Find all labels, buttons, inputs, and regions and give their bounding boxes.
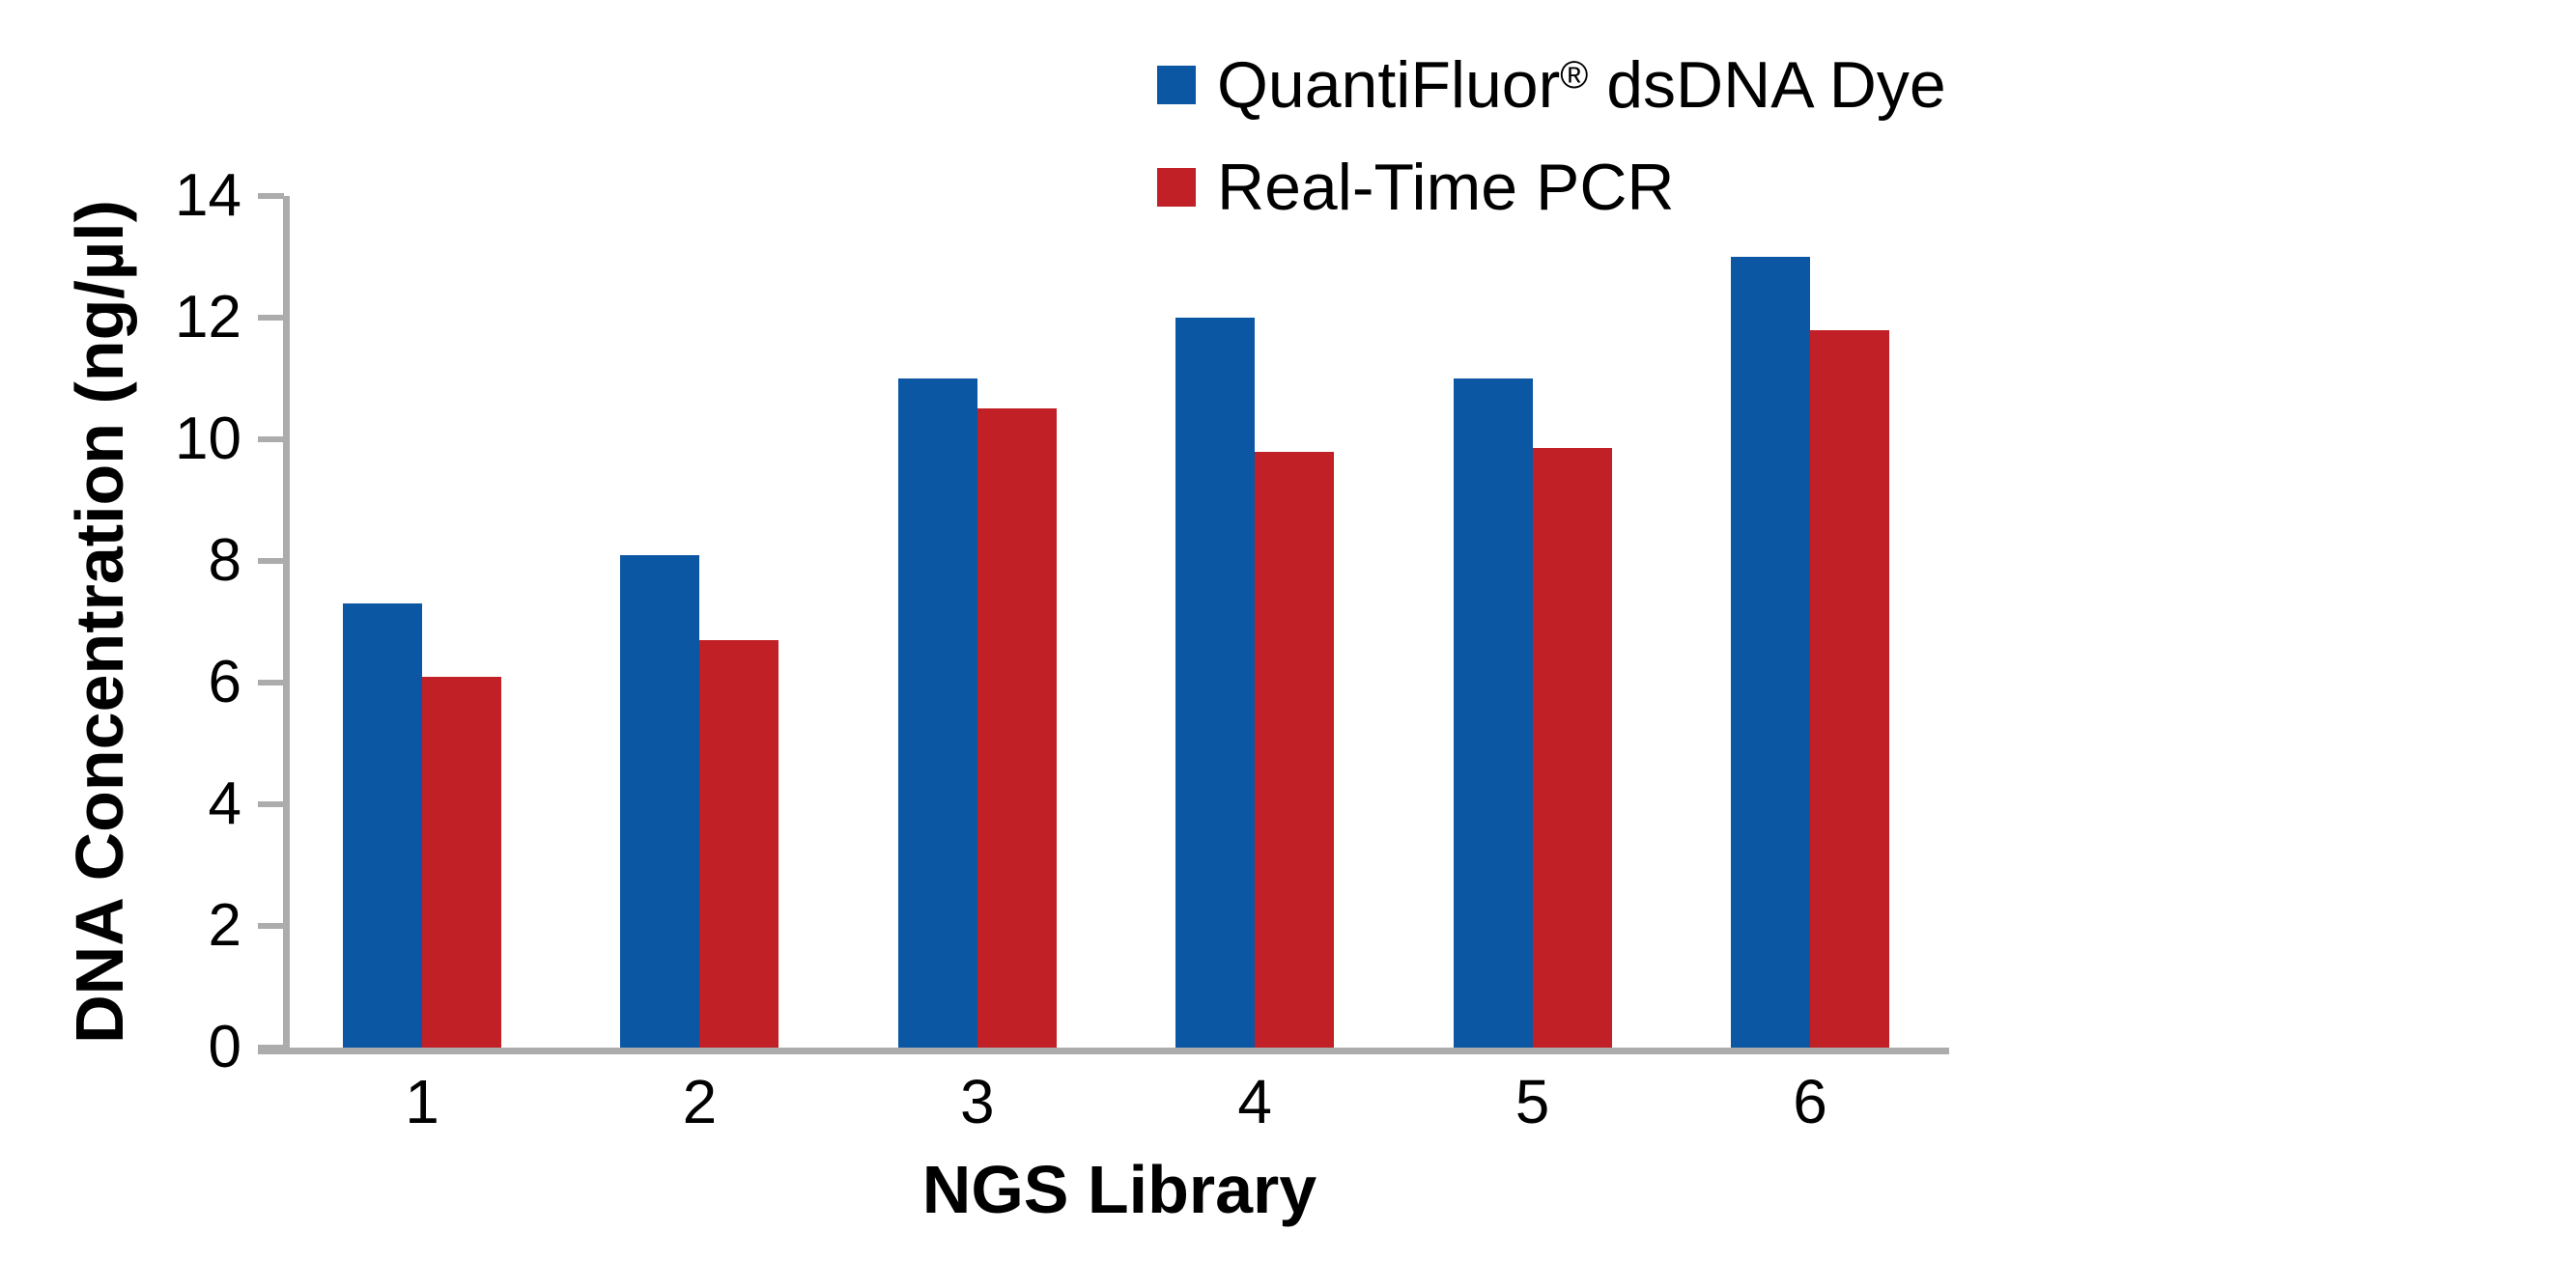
y-tick-label: 12 bbox=[175, 284, 241, 350]
bar-s0-c2 bbox=[620, 555, 700, 1048]
legend-item: Real-Time PCR bbox=[1157, 136, 1946, 238]
bar-s0-c4 bbox=[1175, 318, 1256, 1048]
y-tick bbox=[258, 680, 284, 686]
y-tick-label: 0 bbox=[208, 1014, 241, 1080]
y-tick bbox=[258, 315, 284, 321]
plot-area bbox=[290, 196, 1949, 1048]
bar-s1-c4 bbox=[1255, 452, 1335, 1048]
y-tick-label: 6 bbox=[208, 649, 241, 715]
legend-label: Real-Time PCR bbox=[1217, 151, 1675, 224]
x-tick-label: 4 bbox=[1237, 1067, 1272, 1136]
legend-swatch bbox=[1157, 168, 1196, 207]
y-tick-label: 4 bbox=[208, 770, 241, 837]
legend-swatch bbox=[1157, 66, 1196, 104]
y-tick bbox=[258, 1045, 284, 1050]
y-tick bbox=[258, 436, 284, 442]
bar-s0-c6 bbox=[1731, 257, 1810, 1048]
bar-s0-c3 bbox=[897, 378, 977, 1048]
y-tick bbox=[258, 193, 284, 199]
bar-s1-c1 bbox=[422, 677, 501, 1048]
x-axis-line bbox=[258, 1048, 1949, 1054]
y-tick-label: 8 bbox=[208, 527, 241, 594]
bar-s0-c5 bbox=[1453, 378, 1533, 1048]
bar-s1-c5 bbox=[1532, 448, 1612, 1048]
x-tick-label: 3 bbox=[960, 1067, 995, 1136]
bar-s1-c2 bbox=[699, 640, 779, 1048]
registered-trademark-symbol: ® bbox=[1560, 54, 1589, 98]
x-tick-label: 2 bbox=[682, 1067, 718, 1136]
legend-label: QuantiFluor® dsDNA Dye bbox=[1217, 48, 1946, 122]
y-tick bbox=[258, 923, 284, 929]
y-tick-label: 10 bbox=[175, 406, 241, 472]
bar-s1-c3 bbox=[977, 408, 1057, 1048]
bar-s0-c1 bbox=[343, 603, 422, 1048]
legend-item: QuantiFluor® dsDNA Dye bbox=[1157, 34, 1946, 136]
y-tick bbox=[258, 558, 284, 564]
x-tick-label: 1 bbox=[405, 1067, 439, 1136]
x-tick-label: 5 bbox=[1514, 1067, 1550, 1136]
bar-s1-c6 bbox=[1810, 330, 1889, 1048]
x-axis-title: NGS Library bbox=[921, 1152, 1317, 1227]
y-tick-label: 14 bbox=[175, 162, 241, 229]
y-tick-label: 2 bbox=[208, 892, 241, 959]
x-tick-label: 6 bbox=[1793, 1067, 1827, 1136]
y-tick bbox=[258, 801, 284, 807]
y-axis-line bbox=[283, 196, 290, 1054]
legend: QuantiFluor® dsDNA Dye Real-Time PCR bbox=[1157, 34, 1946, 238]
